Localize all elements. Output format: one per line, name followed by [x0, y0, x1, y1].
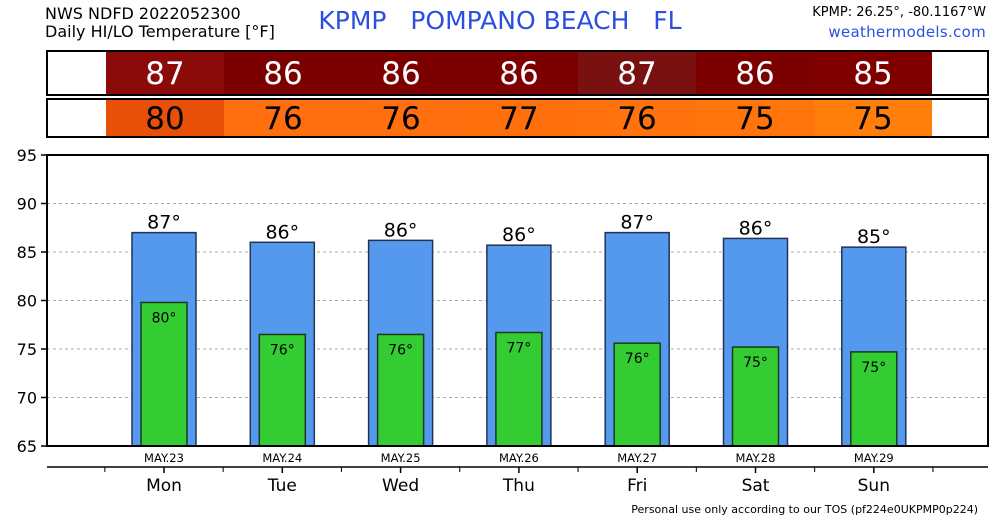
x-date-label: MAY.23: [144, 451, 184, 465]
x-day-label: Fri: [627, 476, 647, 496]
x-day-label: Thu: [502, 476, 535, 496]
lo-bar: [258, 333, 307, 447]
hi-table-cell: [814, 52, 932, 94]
hi-table-value: 87: [145, 56, 184, 92]
hi-table-cell: [460, 52, 578, 94]
x-day-label: Sun: [858, 476, 890, 496]
hi-table-cell: [106, 52, 224, 94]
y-tick-label: 90: [17, 195, 37, 214]
x-date-label: MAY.25: [381, 451, 421, 465]
model-run-label: NWS NDFD 2022052300: [45, 4, 241, 23]
lo-table-value: 77: [499, 101, 538, 137]
hi-table-cell: [696, 52, 814, 94]
lo-table-cell: [224, 100, 342, 136]
x-date-label: MAY.27: [617, 451, 657, 465]
lo-data-label: 76°: [388, 342, 413, 358]
lo-table-value: 76: [381, 101, 420, 137]
hi-data-label: 87°: [147, 212, 181, 234]
hi-data-label: 86°: [265, 221, 299, 243]
x-date-label: MAY.29: [854, 451, 894, 465]
lo-bar: [376, 333, 425, 447]
x-date-label: MAY.24: [262, 451, 302, 465]
y-tick-label: 65: [17, 437, 37, 456]
site-link[interactable]: weathermodels.com: [828, 23, 986, 41]
lo-table-cell: [696, 100, 814, 136]
hi-table-value: 87: [617, 56, 656, 92]
lo-bar: [613, 342, 661, 447]
hi-table-cell: [224, 52, 342, 94]
hi-table-value: 85: [853, 56, 892, 92]
lo-table-cell: [342, 100, 460, 136]
y-tick-label: 80: [17, 292, 37, 311]
hi-table-value: 86: [735, 56, 774, 92]
x-day-label: Sat: [742, 476, 770, 496]
hi-table-value: 86: [381, 56, 420, 92]
lo-bar: [495, 331, 543, 447]
hi-data-label: 86°: [502, 224, 536, 246]
lo-table-cell: [814, 100, 932, 136]
hi-data-label: 87°: [620, 212, 654, 234]
lo-table-value: 75: [735, 101, 774, 137]
hi-table-value: 86: [499, 56, 538, 92]
x-day-label: Mon: [146, 476, 182, 496]
lo-table-cell: [460, 100, 578, 136]
lo-data-label: 75°: [861, 360, 886, 376]
station-coords: KPMP: 26.25°, -80.1167°W: [812, 5, 986, 20]
lo-table-value: 76: [263, 101, 302, 137]
x-date-label: MAY.26: [499, 451, 539, 465]
hi-table-cell: [342, 52, 460, 94]
lo-data-label: 75°: [743, 355, 768, 371]
hi-table-cell: [578, 52, 696, 94]
x-day-label: Tue: [267, 476, 297, 496]
x-date-label: MAY.28: [736, 451, 776, 465]
lo-table-value: 75: [853, 101, 892, 137]
lo-data-label: 76°: [625, 351, 650, 367]
lo-table-cell: [578, 100, 696, 136]
lo-data-label: 76°: [270, 342, 295, 358]
lo-table-cell: [106, 100, 224, 136]
lo-table-value: 80: [145, 101, 184, 137]
lo-bar: [140, 301, 188, 447]
lo-table-value: 76: [617, 101, 656, 137]
y-tick-label: 70: [17, 389, 37, 408]
plot-frame: [46, 154, 989, 447]
hi-data-label: 86°: [384, 219, 418, 241]
x-day-label: Wed: [382, 476, 419, 496]
footer-note: Personal use only according to our TOS (…: [631, 503, 978, 516]
hi-data-label: 86°: [739, 217, 773, 239]
lo-data-label: 80°: [152, 310, 177, 326]
y-tick-label: 95: [17, 146, 37, 165]
y-tick-label: 75: [17, 340, 37, 359]
lo-bar: [850, 351, 898, 447]
y-tick-label: 85: [17, 243, 37, 262]
hi-data-label: 85°: [857, 226, 891, 248]
lo-data-label: 77°: [506, 341, 531, 357]
variable-label: Daily HI/LO Temperature [°F]: [45, 22, 275, 41]
station-title: KPMP POMPANO BEACH FL: [318, 6, 682, 35]
hi-table-value: 86: [263, 56, 302, 92]
